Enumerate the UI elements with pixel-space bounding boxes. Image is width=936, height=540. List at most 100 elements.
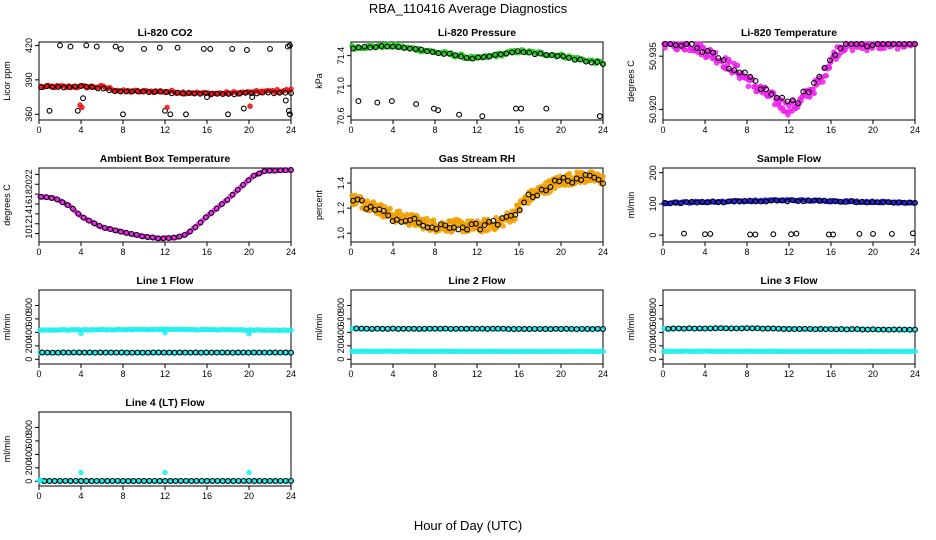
data-point [167, 111, 174, 118]
y-tick-label: 22 [24, 169, 34, 179]
data-point [479, 113, 486, 120]
data-point [694, 45, 700, 51]
data-point [752, 77, 759, 84]
data-point [207, 45, 214, 52]
y-tick-label: 360 [24, 107, 34, 122]
x-tick-label: 8 [120, 369, 125, 379]
y-axis-label: percent [314, 189, 324, 220]
data-point [820, 79, 826, 85]
data-point [514, 48, 521, 55]
data-point [54, 196, 61, 203]
data-point [543, 187, 549, 194]
data-point [181, 231, 188, 238]
data-point [512, 105, 519, 112]
data-point [894, 46, 901, 52]
x-tick-label: 8 [744, 125, 749, 135]
data-point [117, 88, 124, 95]
data-point [355, 98, 362, 105]
data-point [91, 220, 98, 227]
data-point [856, 230, 863, 237]
data-point [101, 224, 108, 231]
data-point [800, 88, 807, 95]
data-point [583, 58, 589, 65]
data-point [526, 49, 533, 56]
data-point [600, 61, 606, 68]
y-tick-label: 100 [648, 196, 658, 211]
data-point [247, 103, 253, 109]
data-point [600, 180, 606, 187]
data-point [832, 52, 839, 58]
y-tick-label: 0 [336, 357, 346, 362]
panel-0: Li-820 CO2 0 4 8 12 16 20 24 360 390 420 Licor ppm [2, 27, 296, 135]
y-tick-label: 1.0 [336, 227, 346, 240]
x-tick-label: 24 [286, 125, 296, 135]
panel-title: Li-820 Temperature [741, 27, 837, 39]
data-point [134, 88, 141, 95]
y-tick-label: 400 [24, 325, 34, 340]
data-point [869, 42, 876, 49]
y-tick-label: 1.4 [336, 177, 346, 190]
x-tick-label: 0 [36, 125, 41, 135]
data-point [747, 73, 754, 80]
data-point [358, 197, 365, 204]
data-point [197, 219, 204, 226]
data-point [595, 176, 602, 183]
data-point [458, 53, 464, 60]
y-tick-label: 12 [24, 219, 34, 229]
y-tick-label: 71.0 [336, 77, 346, 95]
data-point [94, 85, 101, 92]
data-point [560, 174, 567, 181]
x-tick-label: 24 [286, 247, 296, 257]
data-point [83, 42, 90, 49]
data-point [768, 197, 775, 204]
data-point [272, 167, 278, 174]
data-point [288, 167, 294, 173]
series-raw [349, 169, 606, 235]
data-point [494, 221, 501, 228]
data-point [243, 47, 250, 53]
series-avg [350, 43, 606, 68]
data-point [736, 198, 743, 205]
data-point [55, 83, 62, 90]
data-point [554, 53, 561, 59]
panel-5: Sample Flow 0 4 8 12 16 20 24 0 100 200 ml/min [626, 153, 920, 257]
data-point [768, 91, 775, 98]
data-point [162, 330, 168, 336]
data-point [784, 98, 791, 105]
data-point [286, 111, 293, 118]
data-point [477, 226, 484, 233]
data-point [288, 349, 294, 356]
data-point [909, 230, 916, 237]
data-point [681, 230, 687, 237]
data-point [83, 83, 90, 90]
data-point [43, 194, 50, 201]
data-point [667, 41, 674, 47]
data-point [72, 83, 79, 90]
data-point [234, 186, 241, 193]
y-tick-label: 400 [24, 447, 34, 462]
data-point [214, 90, 221, 97]
panel-1: Li-820 Pressure 0 4 8 12 16 20 24 70.6 71.0 71.4 kP… [314, 27, 608, 135]
x-tick-label: 16 [202, 125, 212, 135]
data-point [112, 43, 119, 50]
data-point [596, 113, 603, 120]
data-point [140, 88, 147, 95]
x-tick-label: 0 [660, 247, 665, 257]
data-point [741, 69, 748, 76]
panel-title: Gas Stream RH [439, 153, 515, 165]
data-point [413, 101, 420, 108]
data-point [384, 43, 391, 50]
data-point [795, 100, 801, 107]
data-point [418, 46, 425, 53]
x-tick-label: 4 [390, 247, 395, 257]
data-point [816, 73, 823, 80]
data-point [486, 53, 493, 60]
data-point [106, 87, 113, 94]
data-point [176, 233, 183, 240]
data-point [429, 49, 436, 55]
data-point [245, 177, 252, 184]
panel-title: Ambient Box Temperature [100, 153, 231, 165]
data-point [180, 90, 187, 97]
x-tick-label: 8 [120, 247, 125, 257]
data-point [372, 44, 379, 51]
